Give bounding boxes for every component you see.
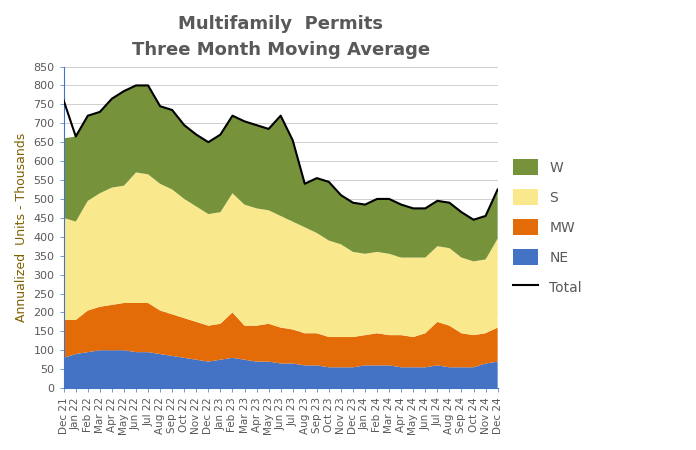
Legend: W, S, MW, NE, Total: W, S, MW, NE, Total	[509, 155, 586, 299]
Y-axis label: Annualized  Units - Thousands: Annualized Units - Thousands	[15, 133, 28, 322]
Title: Multifamily  Permits
Three Month Moving Average: Multifamily Permits Three Month Moving A…	[132, 15, 429, 59]
